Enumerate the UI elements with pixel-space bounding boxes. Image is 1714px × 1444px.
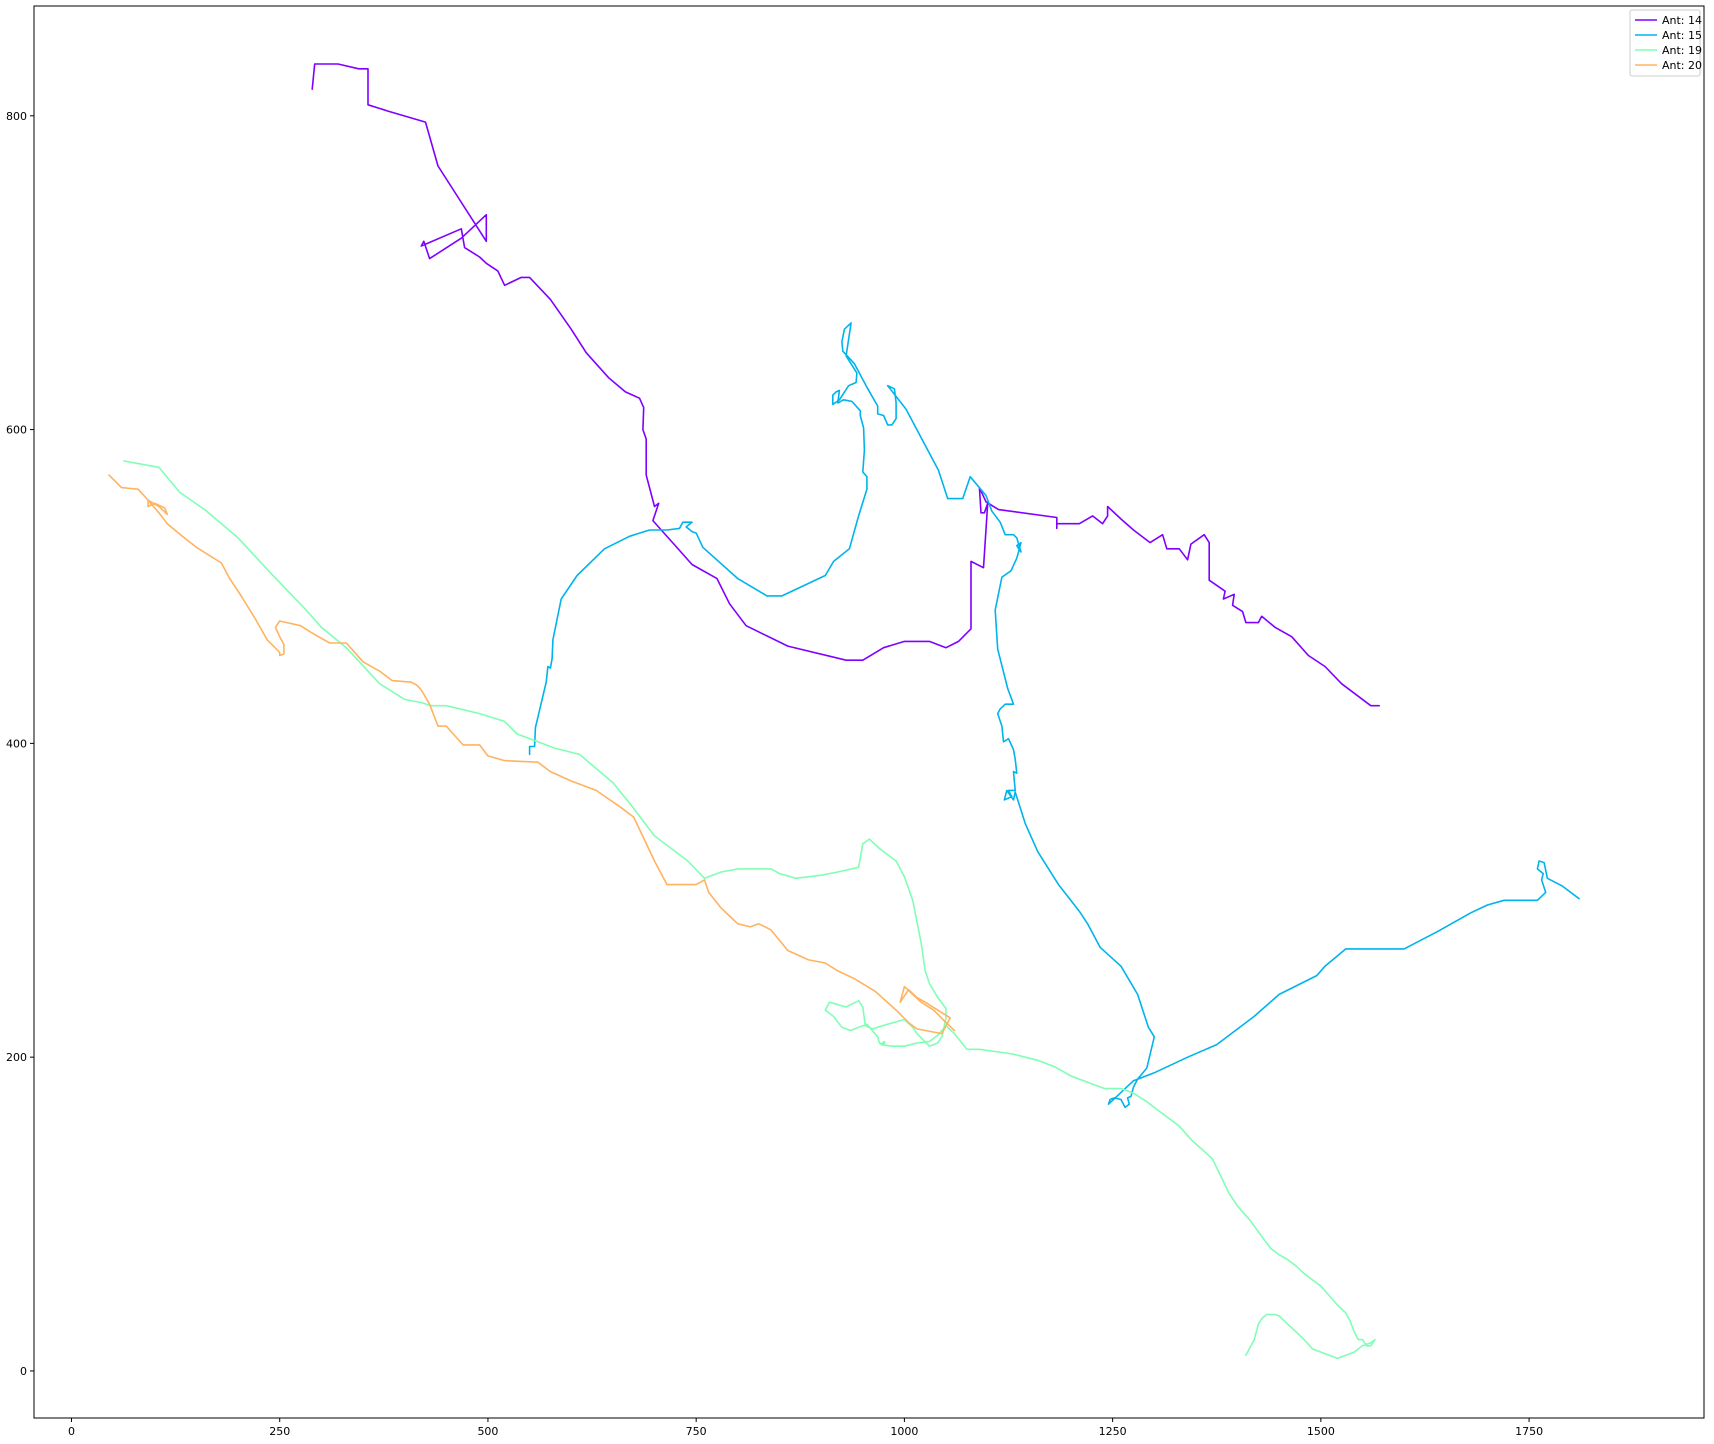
y-tick-label: 400 xyxy=(6,737,27,750)
y-tick-label: 0 xyxy=(20,1365,27,1378)
x-tick-label: 1250 xyxy=(1099,1425,1127,1438)
legend-box xyxy=(1629,9,1701,77)
legend-label: Ant: 19 xyxy=(1662,44,1702,57)
x-tick-label: 250 xyxy=(269,1425,290,1438)
series-line-3 xyxy=(123,460,1376,1360)
x-axis-ticks: 0 250 500 750 1000 1250 1500 1750 xyxy=(68,1418,1543,1438)
series-layer xyxy=(108,63,1580,1360)
y-axis-ticks: 0 200 400 600 800 xyxy=(6,110,34,1378)
y-tick-label: 200 xyxy=(6,1051,27,1064)
series-line-1 xyxy=(311,63,1380,707)
y-tick-label: 600 xyxy=(6,424,27,437)
series-line-4 xyxy=(108,474,956,1035)
series-line-2 xyxy=(528,322,1580,1109)
x-tick-label: 1500 xyxy=(1307,1425,1335,1438)
y-tick-label: 800 xyxy=(6,110,27,123)
x-tick-label: 1000 xyxy=(890,1425,918,1438)
plot-frame xyxy=(33,5,1705,1419)
x-tick-label: 500 xyxy=(477,1425,498,1438)
legend-label: Ant: 20 xyxy=(1662,59,1702,72)
x-tick-label: 0 xyxy=(68,1425,75,1438)
x-tick-label: 750 xyxy=(686,1425,707,1438)
legend: Ant: 14 Ant: 15 Ant: 19 Ant: 20 xyxy=(1629,9,1702,77)
legend-label: Ant: 15 xyxy=(1662,29,1702,42)
x-tick-label: 1750 xyxy=(1515,1425,1543,1438)
legend-label: Ant: 14 xyxy=(1662,14,1702,27)
